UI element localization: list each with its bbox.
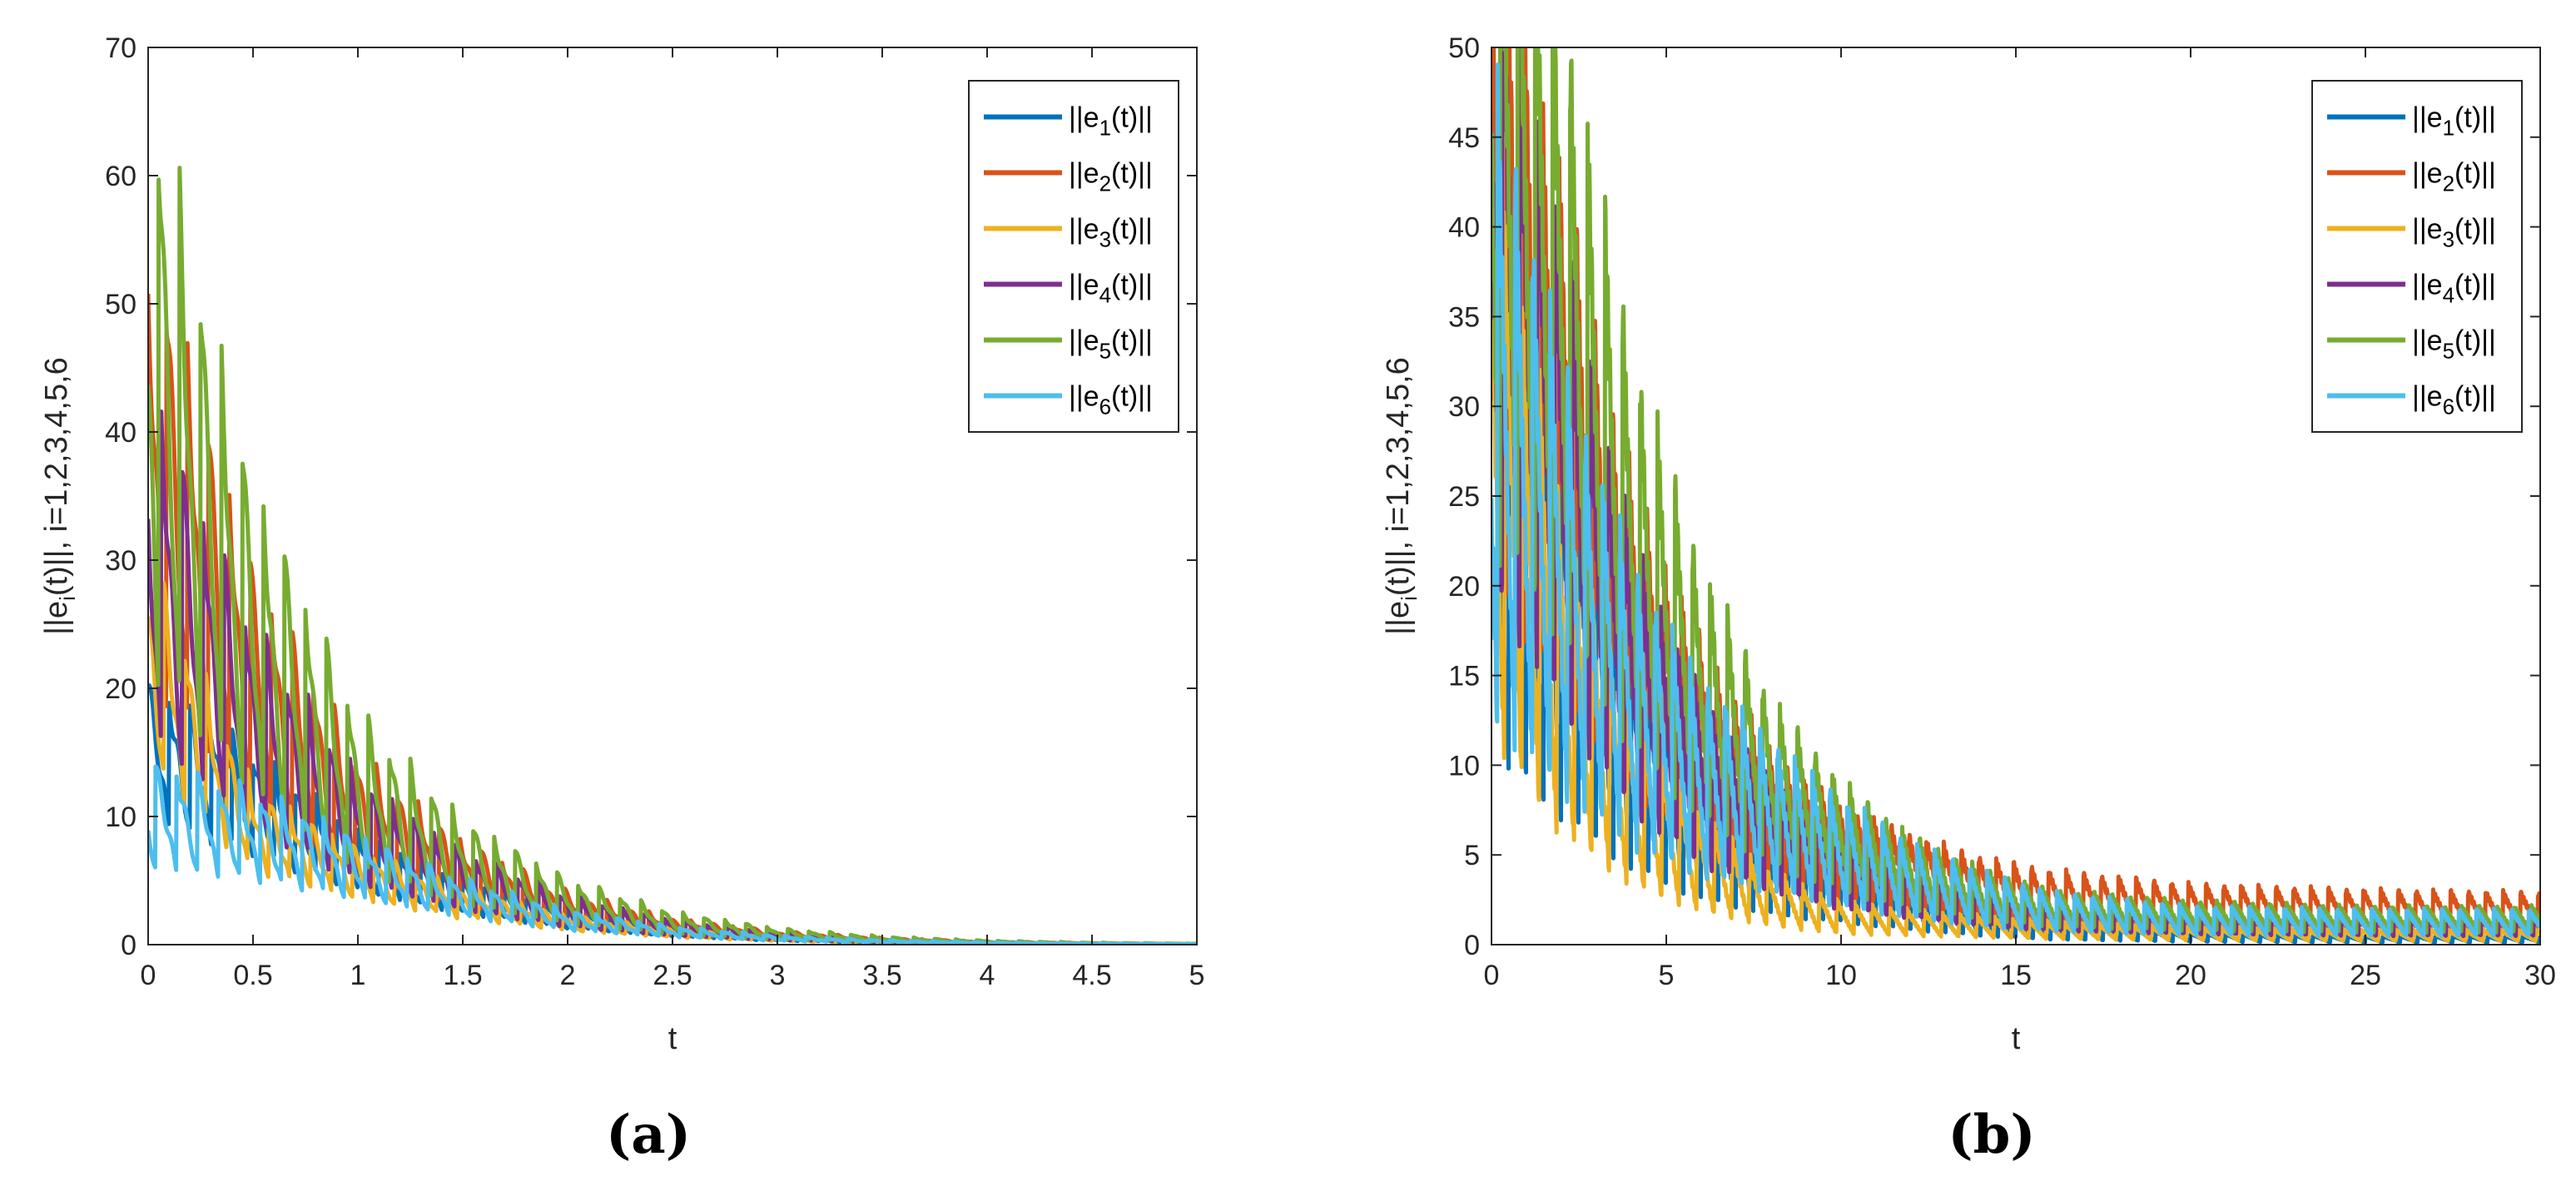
y-tick-label: 10 (105, 801, 136, 833)
ticks-b: 0 5 10 15 20 25 30 0 5 10 15 20 25 30 35 40 45 50 (1448, 32, 2556, 991)
y-tick-label: 45 (1448, 122, 1480, 154)
y-tick-label: 50 (1448, 32, 1480, 64)
x-tick-label: 25 (2350, 960, 2381, 991)
x-tick-label: 0 (1484, 960, 1500, 991)
y-tick-label: 20 (1448, 571, 1480, 603)
legend-label-e4: ||e4(t)|| (2412, 270, 2496, 308)
x-tick-label: 4.5 (1072, 960, 1111, 991)
y-tick-label: 5 (1464, 840, 1480, 871)
y-tick-label: 0 (121, 930, 136, 961)
panel-b: 0 5 10 15 20 25 30 0 5 10 15 20 25 30 35 40 45 50 t ||ei(… (1381, 32, 2556, 1166)
x-tick-label: 0 (141, 960, 156, 991)
legend-label-e5: ||e5(t)|| (1069, 325, 1153, 364)
y-tick-label: 10 (1448, 750, 1480, 782)
y-tick-label: 50 (105, 289, 136, 320)
y-tick-label: 30 (1448, 391, 1480, 423)
legend-a: ||e1(t)|| ||e2(t)|| ||e3(t)|| ||e4(t)|| ||e5… (968, 80, 1179, 433)
y-tick-label: 30 (105, 545, 136, 577)
series-line-e5 (1491, 47, 2540, 935)
legend-label-e4: ||e4(t)|| (1069, 270, 1153, 308)
y-tick-label: 25 (1448, 481, 1480, 513)
x-tick-label: 3.5 (862, 960, 901, 991)
y-tick-label: 20 (105, 673, 136, 705)
x-tick-label: 10 (1825, 960, 1857, 991)
legend-label-e2: ||e2(t)|| (1069, 158, 1153, 196)
x-tick-label: 5 (1189, 960, 1205, 991)
legend-box (2311, 80, 2523, 433)
series-line-e6 (1491, 62, 2540, 938)
legend-label-e3: ||e3(t)|| (2412, 214, 2496, 252)
x-tick-label: 0.5 (233, 960, 272, 991)
series-group-a (148, 166, 1197, 945)
x-tick-label: 30 (2524, 960, 2556, 991)
x-axis-title-b: t (2012, 1021, 2021, 1056)
x-tick-label: 5 (1659, 960, 1675, 991)
x-tick-label: 2 (560, 960, 576, 991)
panel-caption-a: (a) (606, 1104, 691, 1166)
legend-label-e5: ||e5(t)|| (2412, 325, 2496, 364)
x-tick-label: 20 (2175, 960, 2206, 991)
legend-label-e3: ||e3(t)|| (1069, 214, 1153, 252)
series-line-e6 (148, 764, 1197, 945)
x-tick-label: 2.5 (653, 960, 692, 991)
y-tick-label: 70 (105, 32, 136, 64)
legend-b: ||e1(t)|| ||e2(t)|| ||e3(t)|| ||e4(t)|| ||e5… (2311, 80, 2523, 433)
legend-label-e1: ||e1(t)|| (2412, 102, 2496, 141)
y-tick-label: 0 (1464, 930, 1480, 961)
x-tick-label: 15 (2000, 960, 2032, 991)
legend-label-e6: ||e6(t)|| (1069, 381, 1153, 419)
x-axis-title-a: t (668, 1021, 678, 1056)
legend-label-e6: ||e6(t)|| (2412, 381, 2496, 419)
series-group-b (1491, 47, 2540, 945)
legend-box (968, 80, 1179, 433)
x-tick-label: 1 (350, 960, 366, 991)
panel-caption-b: (b) (1948, 1104, 2035, 1166)
legend-label-e2: ||e2(t)|| (2412, 158, 2496, 196)
y-tick-label: 35 (1448, 301, 1480, 333)
y-tick-label: 60 (105, 161, 136, 192)
y-tick-label: 40 (1448, 212, 1480, 244)
legend-label-e1: ||e1(t)|| (1069, 102, 1153, 141)
x-tick-label: 4 (980, 960, 995, 991)
x-tick-label: 1.5 (443, 960, 482, 991)
y-axis-title-a: ||ei(t)||, i=1,2,3,4,5,6 (39, 357, 80, 635)
y-axis-title-b: ||ei(t)||, i=1,2,3,4,5,6 (1381, 357, 1422, 635)
x-tick-label: 3 (770, 960, 786, 991)
y-tick-label: 40 (105, 417, 136, 449)
y-tick-label: 15 (1448, 661, 1480, 692)
